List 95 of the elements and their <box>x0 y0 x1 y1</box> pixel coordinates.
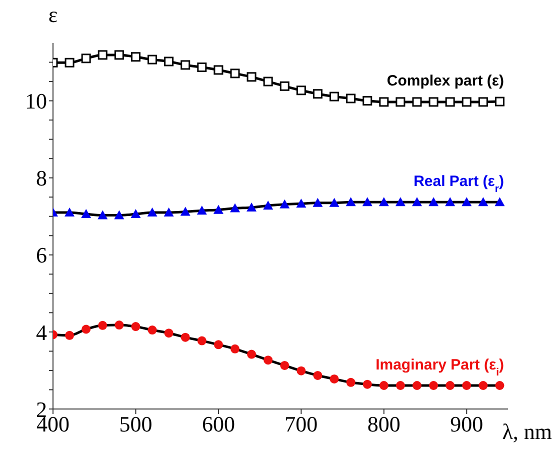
x-tick-label: 600 <box>202 412 235 437</box>
point <box>396 381 405 390</box>
point <box>462 97 472 107</box>
point <box>263 200 274 210</box>
point <box>494 96 504 106</box>
point <box>246 202 257 212</box>
y-tick-label: 4 <box>36 320 47 345</box>
series-label: Imaginary Part (ε$_{i}$) <box>376 356 504 378</box>
point <box>180 332 190 342</box>
point <box>462 197 472 206</box>
point <box>98 210 108 220</box>
point <box>98 50 108 60</box>
point <box>180 60 190 70</box>
series-label: Complex part (ε) <box>386 72 504 90</box>
point <box>312 89 322 99</box>
point <box>114 210 124 220</box>
point <box>428 97 438 107</box>
point <box>180 206 190 216</box>
point <box>214 65 224 75</box>
point <box>362 380 372 389</box>
point <box>130 52 140 62</box>
point <box>114 50 124 60</box>
point <box>478 97 488 107</box>
point <box>164 56 174 66</box>
point <box>429 381 438 390</box>
point <box>247 350 256 359</box>
point <box>329 198 340 207</box>
point <box>346 378 356 387</box>
point <box>379 381 388 390</box>
point <box>65 330 74 340</box>
point <box>362 96 372 106</box>
point <box>312 198 323 207</box>
y-tick-label: 6 <box>36 242 47 268</box>
point <box>478 381 488 390</box>
point <box>396 97 406 107</box>
point <box>230 68 240 78</box>
point <box>330 92 340 102</box>
point <box>64 208 75 217</box>
point <box>346 197 356 206</box>
point <box>147 208 158 217</box>
point <box>478 197 488 206</box>
y-tick-label: 8 <box>36 166 47 191</box>
point <box>214 340 223 350</box>
point <box>445 197 456 206</box>
point <box>148 326 157 335</box>
point <box>130 209 141 218</box>
point <box>148 54 158 64</box>
x-tick-label: 500 <box>119 412 152 437</box>
point <box>81 209 92 218</box>
point <box>412 381 422 390</box>
point <box>164 208 174 217</box>
y-axis-title: ε <box>48 2 58 27</box>
point <box>230 203 240 212</box>
point <box>296 198 306 208</box>
point <box>362 197 372 206</box>
point <box>230 344 240 354</box>
point <box>280 199 290 208</box>
point <box>131 322 140 332</box>
point <box>114 320 124 330</box>
point <box>64 58 74 68</box>
x-tick-label: 900 <box>450 412 484 437</box>
x-axis-title: λ, nm <box>502 419 552 444</box>
x-tick-label: 700 <box>284 412 318 437</box>
point <box>346 94 356 104</box>
point <box>495 381 504 390</box>
point <box>313 370 322 380</box>
point <box>446 381 455 390</box>
point <box>378 197 389 206</box>
point <box>280 81 290 91</box>
point <box>462 381 472 390</box>
point <box>82 324 91 334</box>
point <box>296 366 306 376</box>
x-tick-label: 800 <box>367 412 400 437</box>
point <box>81 54 91 64</box>
point <box>197 62 207 72</box>
point <box>264 356 273 365</box>
point <box>412 97 422 107</box>
point <box>296 86 306 96</box>
point <box>213 204 224 214</box>
point <box>197 336 206 346</box>
point <box>196 206 207 215</box>
point <box>445 97 455 107</box>
y-tick-label: 10 <box>25 88 47 114</box>
point <box>412 197 422 206</box>
point <box>164 328 174 338</box>
point <box>395 197 406 206</box>
point <box>379 97 389 107</box>
series-label: Real Part (ε$_{r}$) <box>414 173 504 196</box>
point <box>280 360 290 370</box>
point <box>246 72 256 82</box>
point <box>428 197 439 206</box>
point <box>263 76 273 86</box>
point <box>330 374 339 384</box>
point <box>98 320 108 330</box>
point <box>494 197 505 206</box>
